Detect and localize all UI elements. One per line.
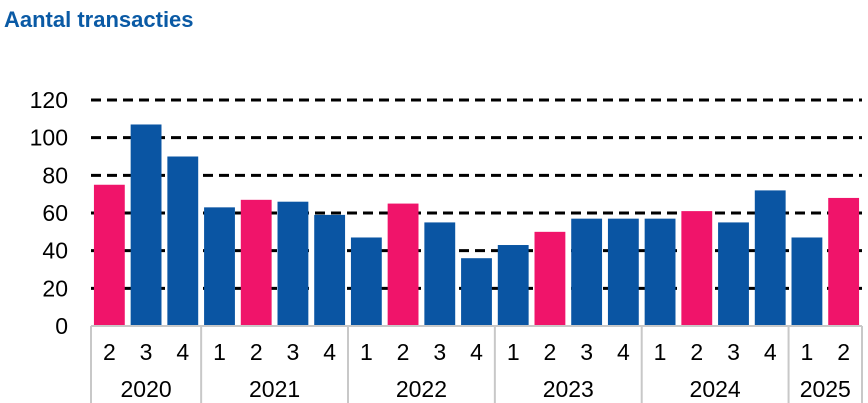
bar — [461, 258, 492, 326]
year-tick-label: 2022 — [396, 376, 447, 402]
bar — [314, 214, 346, 326]
year-tick-label: 2021 — [249, 376, 300, 402]
quarter-tick-label: 1 — [654, 339, 667, 365]
bars — [93, 124, 860, 326]
y-tick-label: 60 — [42, 200, 68, 226]
bar — [204, 207, 235, 326]
bar — [718, 222, 749, 326]
y-tick-label: 80 — [42, 162, 68, 188]
quarter-tick-label: 4 — [323, 339, 336, 365]
bar — [167, 156, 199, 326]
bar — [791, 237, 823, 326]
year-tick-label: 2023 — [543, 376, 594, 402]
quarter-tick-label: 1 — [360, 339, 373, 365]
bar — [424, 222, 456, 326]
bar — [93, 184, 125, 326]
bar — [534, 231, 566, 326]
bar — [277, 201, 309, 326]
bar — [497, 245, 529, 326]
y-tick-label: 100 — [30, 125, 68, 151]
bar — [571, 218, 603, 326]
quarter-tick-label: 4 — [617, 339, 630, 365]
bar — [240, 199, 272, 326]
y-tick-label: 0 — [55, 313, 68, 339]
quarter-tick-label: 1 — [213, 339, 226, 365]
y-tick-label: 40 — [42, 238, 68, 264]
quarter-tick-label: 3 — [287, 339, 300, 365]
bar — [130, 124, 162, 326]
quarter-tick-label: 3 — [140, 339, 153, 365]
quarter-tick-label: 2 — [250, 339, 263, 365]
bar — [607, 218, 639, 326]
bar — [754, 190, 786, 326]
bar — [350, 237, 382, 326]
quarter-tick-label: 2 — [690, 339, 703, 365]
bar — [828, 197, 860, 326]
bar — [681, 211, 713, 326]
year-tick-label: 2025 — [800, 376, 851, 402]
bar — [387, 203, 419, 326]
y-tick-label: 120 — [30, 87, 68, 113]
quarter-tick-label: 1 — [801, 339, 814, 365]
quarter-tick-label: 2 — [544, 339, 557, 365]
chart-title: Aantal transacties — [4, 7, 194, 32]
year-tick-label: 2020 — [120, 376, 171, 402]
year-tick-label: 2024 — [690, 376, 741, 402]
quarter-tick-label: 4 — [176, 339, 189, 365]
quarter-tick-label: 2 — [397, 339, 410, 365]
quarter-tick-label: 4 — [470, 339, 483, 365]
bar — [644, 218, 676, 326]
quarter-tick-label: 4 — [764, 339, 777, 365]
quarter-tick-label: 3 — [727, 339, 740, 365]
quarter-tick-label: 3 — [433, 339, 446, 365]
quarter-tick-label: 2 — [837, 339, 850, 365]
quarter-tick-label: 2 — [103, 339, 116, 365]
y-tick-label: 20 — [42, 275, 68, 301]
y-axis: 0 20 40 60 80 100 120 — [30, 87, 68, 339]
quarter-tick-label: 3 — [580, 339, 593, 365]
quarter-tick-label: 1 — [507, 339, 520, 365]
